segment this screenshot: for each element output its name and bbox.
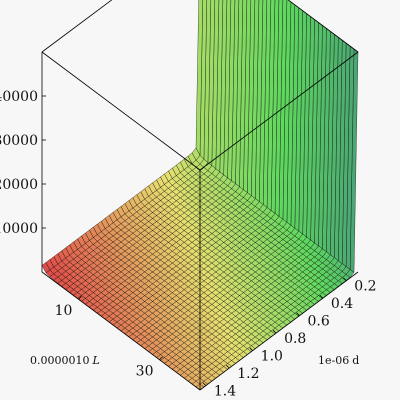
d-tick-label: 0.6 (307, 314, 329, 330)
d-tick-label: 1.4 (214, 384, 236, 400)
tick-mark (202, 382, 207, 386)
l-tick-label: 30 (136, 364, 154, 380)
tick-mark (296, 312, 300, 316)
d-tick-label: 1.0 (261, 349, 283, 365)
box-edge (199, 51, 359, 171)
d-axis-label: 1e-06 d (318, 354, 359, 367)
tick-mark (272, 329, 277, 334)
d-tick-label: 0.8 (284, 331, 306, 347)
bounding-box (41, 0, 359, 391)
surface-patch (195, 0, 203, 156)
tick-mark (159, 356, 163, 361)
box-edge (41, 271, 201, 391)
box-edge (199, 271, 359, 391)
l-axis-label: 0.0000010 L (30, 354, 100, 367)
d-tick-label: 1.2 (237, 366, 259, 382)
tick-mark (249, 347, 253, 351)
z-tick-label: 40000 (0, 89, 38, 105)
surface-mesh (41, 0, 359, 391)
box-edge (41, 51, 201, 171)
tick-mark (343, 277, 347, 282)
l-tick-label: 10 (55, 303, 73, 319)
tick-mark (78, 295, 82, 300)
box-edge (41, 0, 113, 53)
tick-mark (225, 364, 230, 369)
tick-mark (319, 294, 324, 299)
d-tick-label: 0.2 (354, 279, 376, 295)
axis-ticks: 1000020000300004000010300.20.40.60.81.01… (0, 89, 377, 400)
d-tick-label: 0.4 (331, 296, 353, 312)
z-tick-label: 30000 (0, 133, 38, 149)
box-edge (287, 0, 359, 53)
z-tick-label: 10000 (0, 221, 38, 237)
z-tick-label: 20000 (0, 177, 38, 193)
